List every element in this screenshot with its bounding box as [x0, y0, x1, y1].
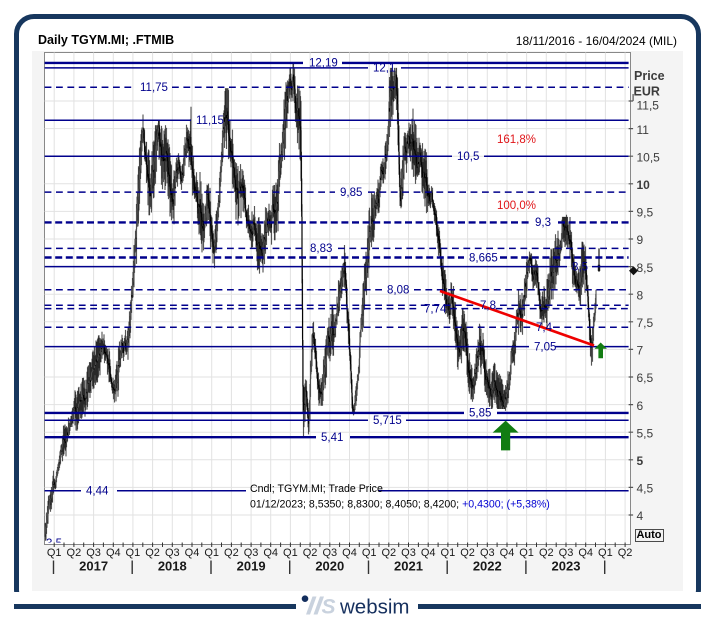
svg-text:7,5: 7,5: [637, 316, 654, 330]
svg-text:2019: 2019: [237, 559, 266, 574]
svg-text:Q1: Q1: [283, 547, 298, 559]
svg-text:6: 6: [637, 399, 644, 413]
svg-text:Q2: Q2: [618, 547, 633, 559]
svg-text:8,83: 8,83: [310, 243, 332, 255]
svg-text:9: 9: [637, 233, 644, 247]
svg-text:8,5: 8,5: [572, 261, 588, 273]
svg-text:2018: 2018: [158, 559, 187, 574]
svg-text:Q2: Q2: [381, 547, 396, 559]
svg-text:9,85: 9,85: [340, 187, 362, 199]
svg-text:12,1: 12,1: [373, 63, 395, 75]
svg-text:7,74: 7,74: [424, 303, 447, 315]
svg-text:7,8: 7,8: [480, 300, 496, 312]
svg-text:12,19: 12,19: [309, 58, 338, 70]
svg-text:Q3: Q3: [165, 547, 180, 559]
svg-text:5,41: 5,41: [321, 432, 343, 444]
svg-text:11,75: 11,75: [140, 82, 168, 94]
svg-text:01/12/2023; 8,5350; 8,8300; 8,: 01/12/2023; 8,5350; 8,8300; 8,4050; 8,42…: [250, 499, 550, 511]
svg-text:8,5: 8,5: [637, 261, 654, 275]
svg-text:Q4: Q4: [106, 547, 121, 559]
svg-text:Q4: Q4: [263, 547, 278, 559]
svg-text:2023: 2023: [552, 559, 581, 574]
svg-text:Q2: Q2: [539, 547, 554, 559]
svg-text:Q2: Q2: [67, 547, 82, 559]
svg-text:Q4: Q4: [421, 547, 436, 559]
svg-text:8,665: 8,665: [469, 252, 498, 264]
svg-text:Q3: Q3: [86, 547, 101, 559]
svg-text:Q1: Q1: [204, 547, 219, 559]
svg-text:Q1: Q1: [126, 547, 141, 559]
svg-text:7: 7: [637, 344, 644, 358]
svg-text:10,5: 10,5: [457, 151, 479, 163]
svg-text:Q2: Q2: [303, 547, 318, 559]
svg-text:Q1: Q1: [441, 547, 456, 559]
svg-text:6,5: 6,5: [637, 371, 654, 385]
svg-text:Q4: Q4: [185, 547, 200, 559]
svg-text:2020: 2020: [315, 559, 344, 574]
svg-text:EUR: EUR: [634, 85, 660, 99]
svg-text:2017: 2017: [79, 559, 108, 574]
svg-text:10,5: 10,5: [637, 150, 661, 164]
svg-text:161,8%: 161,8%: [497, 134, 536, 146]
svg-text:4: 4: [637, 509, 644, 523]
svg-text:2021: 2021: [394, 559, 423, 574]
svg-text:5,85: 5,85: [469, 408, 491, 420]
svg-text:5,5: 5,5: [637, 426, 654, 440]
svg-text:Q4: Q4: [342, 547, 357, 559]
svg-text:Cndl; TGYM.MI; Trade Price: Cndl; TGYM.MI; Trade Price: [250, 483, 383, 495]
svg-text:2022: 2022: [473, 559, 502, 574]
svg-text:8,08: 8,08: [387, 285, 409, 297]
svg-text:S: S: [322, 596, 336, 619]
svg-text:Q3: Q3: [559, 547, 574, 559]
svg-text:3,5: 3,5: [46, 538, 62, 550]
svg-text:7,4: 7,4: [536, 322, 553, 334]
svg-text:Price: Price: [634, 69, 665, 83]
svg-text:4,5: 4,5: [637, 482, 654, 496]
svg-text:8: 8: [637, 288, 644, 302]
svg-text:4,44: 4,44: [86, 486, 109, 498]
svg-text:Q1: Q1: [519, 547, 534, 559]
svg-text:Q2: Q2: [224, 547, 239, 559]
svg-text:Q1: Q1: [362, 547, 377, 559]
svg-text:11,15: 11,15: [196, 115, 224, 127]
svg-text:Q3: Q3: [401, 547, 416, 559]
svg-text:Q1: Q1: [47, 547, 62, 559]
svg-text:9,3: 9,3: [535, 217, 551, 229]
svg-text:100,0%: 100,0%: [497, 200, 536, 212]
svg-text:11,5: 11,5: [637, 98, 660, 112]
svg-text:5,715: 5,715: [373, 415, 402, 427]
svg-text:Q1: Q1: [598, 547, 613, 559]
svg-text:Q2: Q2: [460, 547, 475, 559]
svg-text:Q2: Q2: [145, 547, 160, 559]
svg-text:Q4: Q4: [500, 547, 515, 559]
svg-text:5: 5: [637, 454, 644, 468]
svg-text:Q3: Q3: [322, 547, 337, 559]
svg-text:7,05: 7,05: [534, 341, 556, 353]
svg-text:websim: websim: [339, 596, 410, 619]
svg-text:10: 10: [637, 178, 651, 192]
svg-text:Q3: Q3: [480, 547, 495, 559]
svg-text:Q3: Q3: [244, 547, 259, 559]
svg-text:9,5: 9,5: [637, 206, 654, 220]
svg-text:11: 11: [637, 123, 650, 137]
svg-text:Q4: Q4: [578, 547, 593, 559]
